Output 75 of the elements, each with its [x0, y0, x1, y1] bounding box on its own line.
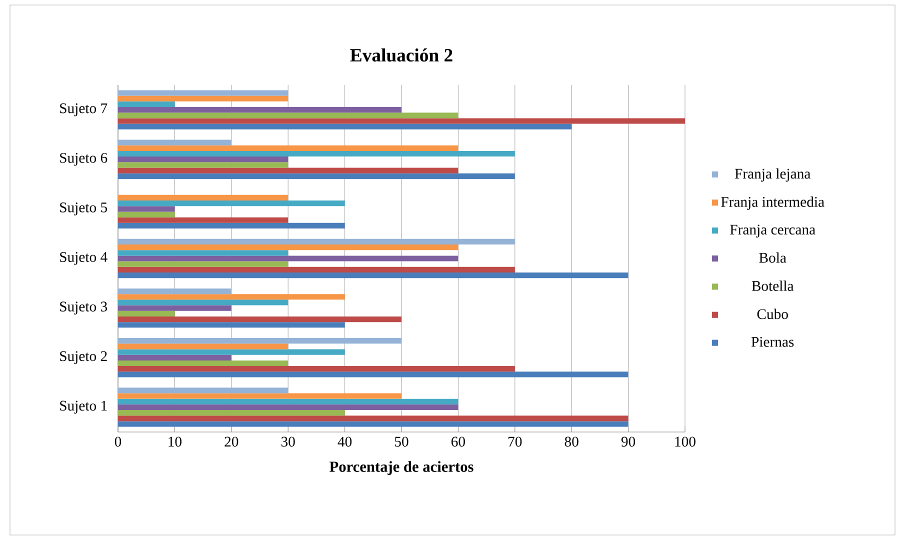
legend-label: Franja lejana [734, 168, 810, 182]
x-tick-label: 90 [621, 436, 636, 447]
x-axis-title: Porcentaje de aciertos [330, 461, 474, 475]
y-tick-label: Sujeto 7 [60, 103, 108, 116]
bar [118, 288, 232, 294]
bar [118, 140, 232, 146]
legend-label: Piernas [751, 336, 794, 347]
bar [118, 272, 628, 278]
x-tick-label: 70 [508, 436, 522, 447]
bar [118, 300, 288, 306]
bar [118, 372, 628, 378]
x-tick-label: 60 [451, 436, 465, 447]
x-tick-label: 40 [338, 436, 352, 447]
bar [118, 90, 288, 96]
bar [118, 96, 288, 102]
bar [118, 354, 232, 360]
y-tick-label: Sujeto 3 [60, 302, 108, 314]
y-tick-label: Sujeto 6 [60, 152, 108, 166]
bar [118, 206, 175, 212]
bar [118, 310, 175, 316]
y-tick-label: Sujeto 1 [60, 400, 107, 414]
bar [118, 421, 628, 427]
x-tick-label: 80 [564, 436, 578, 447]
bar [118, 316, 402, 322]
bar [118, 366, 515, 372]
y-tick-label: Sujeto 4 [60, 252, 108, 265]
y-tick-label: Sujeto 2 [60, 351, 107, 364]
bar [118, 322, 345, 328]
bar [118, 150, 515, 157]
text: Bola [759, 252, 786, 263]
bar [118, 118, 686, 124]
bar [118, 106, 402, 113]
bar [118, 349, 345, 355]
x-tick-label: 10 [168, 436, 182, 447]
x-tick-label: 0 [114, 436, 122, 447]
bar [118, 410, 345, 416]
bar [118, 238, 515, 244]
bar [118, 162, 288, 168]
bar [118, 388, 288, 394]
bar [118, 145, 458, 151]
x-tick-label: 100 [675, 436, 696, 447]
bar [118, 416, 628, 422]
bar [118, 344, 288, 350]
bar [118, 173, 515, 179]
bar [118, 250, 288, 256]
bar [118, 222, 345, 229]
bar [118, 305, 232, 311]
bar [118, 398, 458, 404]
bar [118, 112, 458, 118]
legend-label: Franja intermedia [721, 196, 824, 210]
bar [118, 393, 402, 399]
bar [118, 256, 458, 262]
x-tick-label: 50 [395, 436, 408, 447]
bar [118, 266, 515, 272]
bar [118, 360, 288, 366]
bar [118, 194, 288, 201]
bar [118, 261, 288, 267]
bar [118, 101, 175, 107]
bar [118, 244, 458, 250]
bar [118, 217, 288, 223]
chart-title: Evaluación 2 [350, 48, 452, 62]
legend-label: Botella [752, 280, 794, 291]
text: Cubo [757, 308, 788, 320]
legend-label: Franja cercana [730, 224, 816, 238]
bar [118, 124, 572, 130]
bar [118, 168, 458, 174]
bar [118, 212, 175, 218]
x-tick-label: 20 [224, 436, 238, 447]
bar [118, 338, 402, 344]
y-tick-label: Sujeto 5 [60, 202, 108, 216]
x-tick-label: 30 [281, 436, 295, 447]
bar [118, 200, 345, 206]
bar [118, 294, 345, 300]
bar [118, 404, 458, 410]
bar [118, 156, 288, 162]
